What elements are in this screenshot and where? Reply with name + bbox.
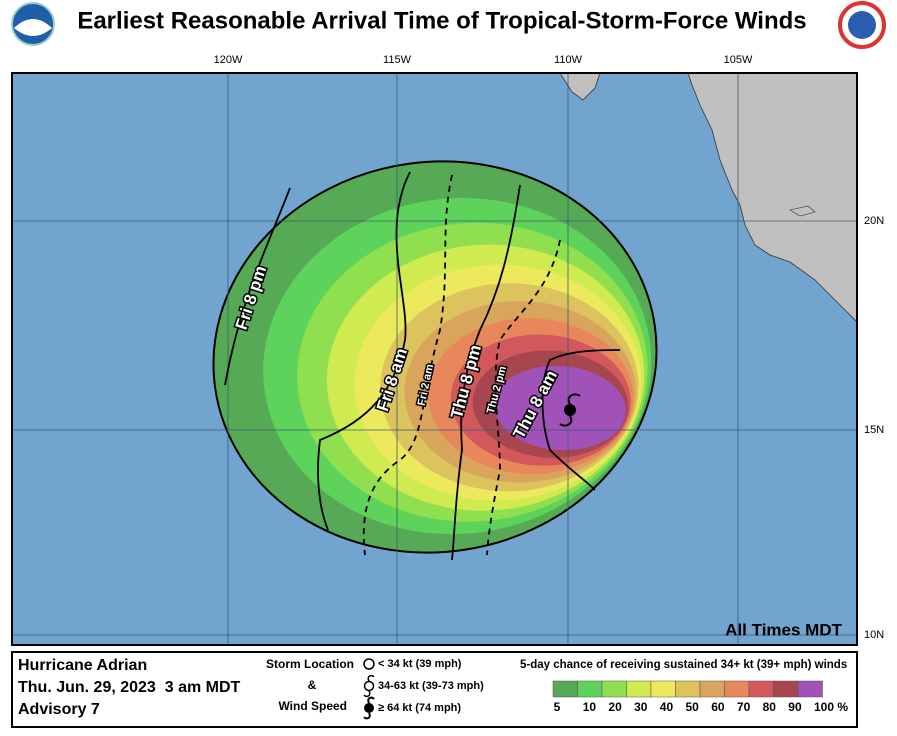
key-title: &	[308, 678, 317, 692]
longitude-label: 110W	[554, 54, 583, 66]
map-frame	[11, 72, 858, 646]
longitude-label: 105W	[724, 54, 753, 66]
latitude-label: 10N	[864, 629, 884, 641]
grid	[12, 73, 857, 645]
legend-swatch	[650, 680, 676, 698]
latitude-label: 15N	[864, 424, 884, 436]
legend-swatch	[748, 680, 774, 698]
storm-name: Hurricane Adrian	[18, 657, 147, 674]
advisory-date: Thu. Jun. 29, 2023 3 am MDT	[18, 679, 241, 696]
legend-label: 90	[788, 700, 802, 714]
noaa-logo	[11, 2, 55, 46]
legend-title: 5-day chance of receiving sustained 34+ …	[520, 659, 847, 671]
legend-label: 30	[634, 700, 648, 714]
legend-label: 20	[608, 700, 622, 714]
longitude-label: 115W	[383, 54, 412, 66]
storm-icon	[559, 393, 581, 427]
legend-label: 40	[660, 700, 674, 714]
time-note: All Times MDT	[725, 620, 842, 639]
time-contours	[224, 171, 621, 561]
key-title: Wind Speed	[278, 699, 347, 713]
probability-band	[494, 365, 626, 451]
legend-swatch	[699, 680, 725, 698]
key-icon	[363, 674, 375, 698]
key-item: 34-63 kt (39-73 mph)	[378, 680, 484, 692]
legend-swatch	[626, 680, 652, 698]
legend-label: 100 %	[814, 700, 848, 714]
island	[789, 205, 816, 217]
key-item: ≥ 64 kt (74 mph)	[378, 702, 461, 714]
legend-swatch	[724, 680, 750, 698]
key-icon	[363, 658, 375, 670]
longitude-label: 120W	[214, 54, 243, 66]
key-item: < 34 kt (39 mph)	[378, 658, 462, 670]
contour-line	[541, 349, 621, 491]
key-icon	[363, 696, 375, 720]
legend-swatch	[675, 680, 701, 698]
legend-label: 10	[583, 700, 597, 714]
advisory-number: Advisory 7	[18, 701, 100, 718]
legend-swatch	[601, 680, 627, 698]
legend-label: 60	[711, 700, 725, 714]
legend-label: 70	[737, 700, 751, 714]
key-title: Storm Location	[266, 657, 354, 671]
legend-label: 5	[554, 700, 561, 714]
contour-line	[317, 171, 411, 531]
legend-swatch	[577, 680, 603, 698]
land	[559, 73, 601, 101]
legend-swatch	[773, 680, 799, 698]
contour-line	[224, 187, 291, 386]
legend-label: 80	[763, 700, 777, 714]
nws-logo	[838, 1, 886, 49]
contour-line	[486, 239, 561, 556]
title: Earliest Reasonable Arrival Time of Trop…	[77, 7, 806, 34]
legend-swatch	[797, 680, 823, 698]
legend-swatch	[552, 680, 578, 698]
latitude-label: 20N	[864, 215, 884, 227]
land	[687, 73, 857, 323]
probability-legend: 5 10 20 30 40 50 60 70 80 90 100 %	[552, 680, 848, 714]
legend-label: 50	[686, 700, 700, 714]
contour-line	[451, 184, 521, 561]
